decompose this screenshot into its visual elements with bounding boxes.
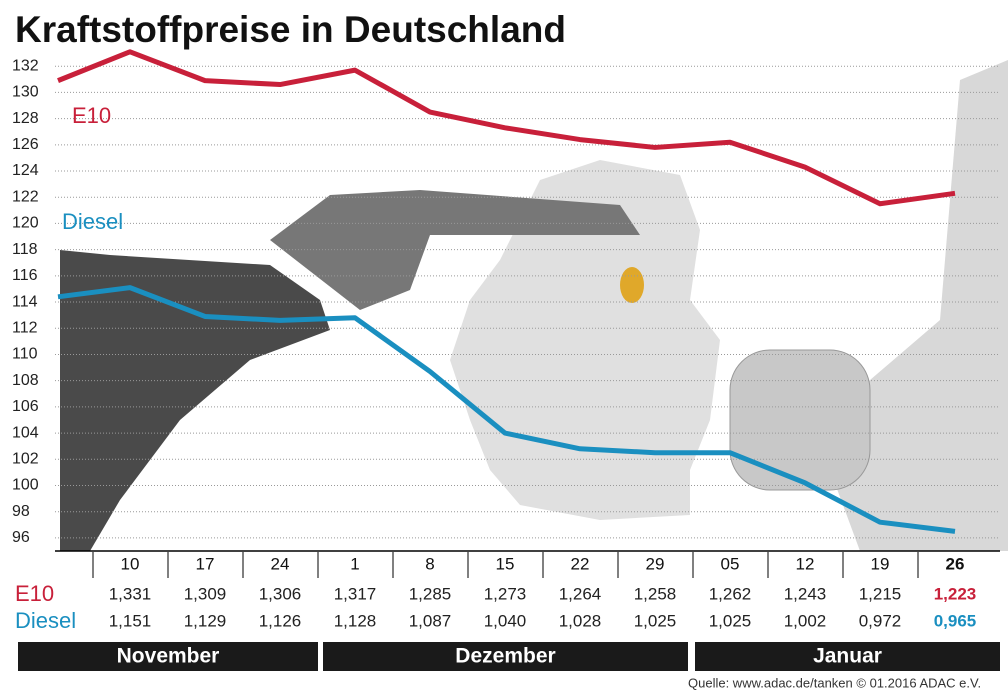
pump-nozzle xyxy=(60,250,330,551)
x-tick-label: 17 xyxy=(196,554,215,573)
fuel-drop xyxy=(620,267,644,303)
y-tick-label: 104 xyxy=(12,424,39,441)
month-label: November xyxy=(117,645,220,668)
y-tick-label: 132 xyxy=(12,57,39,74)
y-tick-label: 114 xyxy=(12,293,38,310)
value-label: 1,151 xyxy=(109,611,152,630)
row-label: E10 xyxy=(15,581,54,606)
x-tick-label: 22 xyxy=(571,554,590,573)
value-label: 1,317 xyxy=(334,584,377,603)
value-label: 1,002 xyxy=(784,611,827,630)
car-side xyxy=(830,60,1008,551)
value-label: 1,243 xyxy=(784,584,827,603)
value-label: 1,028 xyxy=(559,611,602,630)
x-tick-label: 26 xyxy=(946,554,965,573)
value-label: 1,025 xyxy=(709,611,752,630)
value-label: 1,258 xyxy=(634,584,677,603)
y-tick-label: 96 xyxy=(12,529,30,546)
fuel-cap xyxy=(729,349,871,491)
series-line xyxy=(57,285,956,534)
value-label: 1,264 xyxy=(559,584,602,603)
y-tick-label: 108 xyxy=(12,372,39,389)
x-tick-label: 10 xyxy=(121,554,140,573)
x-tick-label: 1 xyxy=(350,554,359,573)
x-tick-label: 15 xyxy=(496,554,515,573)
y-tick-label: 130 xyxy=(12,84,39,101)
value-label: 0,965 xyxy=(934,611,977,630)
y-tick-label: 128 xyxy=(12,110,39,127)
value-label: 1,331 xyxy=(109,584,152,603)
month-bar xyxy=(695,642,1000,671)
y-tick-label: 110 xyxy=(12,346,38,363)
y-tick-label: 98 xyxy=(12,503,30,520)
month-bar xyxy=(323,642,688,671)
value-label: 1,306 xyxy=(259,584,302,603)
x-tick-label: 29 xyxy=(646,554,665,573)
value-label: 1,128 xyxy=(334,611,377,630)
month-label: Dezember xyxy=(455,645,555,668)
y-tick-label: 120 xyxy=(12,215,39,232)
chart-title: Kraftstoffpreise in Deutschland xyxy=(15,9,566,50)
y-tick-label: 102 xyxy=(12,451,39,468)
month-label: Januar xyxy=(813,645,882,668)
value-label: 1,223 xyxy=(934,584,977,603)
y-tick-label: 122 xyxy=(12,188,39,205)
y-tick-label: 112 xyxy=(12,319,38,336)
value-label: 1,087 xyxy=(409,611,452,630)
x-tick-label: 12 xyxy=(796,554,815,573)
y-tick-label: 124 xyxy=(12,162,39,179)
value-label: 1,040 xyxy=(484,611,527,630)
row-label: Diesel xyxy=(15,608,76,633)
y-tick-label: 100 xyxy=(12,477,39,494)
value-label: 1,262 xyxy=(709,584,752,603)
y-tick-label: 116 xyxy=(12,267,38,284)
month-bar xyxy=(18,642,318,671)
value-label: 1,129 xyxy=(184,611,227,630)
value-label: 1,215 xyxy=(859,584,902,603)
x-tick-label: 05 xyxy=(721,554,740,573)
value-label: 1,025 xyxy=(634,611,677,630)
value-label: 1,285 xyxy=(409,584,452,603)
pump-spout xyxy=(270,190,640,310)
value-label: 1,126 xyxy=(259,611,302,630)
y-tick-label: 118 xyxy=(12,241,38,258)
y-tick-label: 126 xyxy=(12,136,39,153)
x-tick-label: 19 xyxy=(871,554,890,573)
series-label: E10 xyxy=(72,103,111,128)
series-line xyxy=(57,49,956,207)
source: Quelle: www.adac.de/tanken © 01.2016 ADA… xyxy=(688,675,981,690)
x-tick-label: 8 xyxy=(425,554,434,573)
y-tick-label: 106 xyxy=(12,398,39,415)
x-tick-label: 24 xyxy=(271,554,290,573)
value-label: 1,309 xyxy=(184,584,227,603)
value-label: 0,972 xyxy=(859,611,902,630)
series-label: Diesel xyxy=(62,209,123,234)
value-label: 1,273 xyxy=(484,584,527,603)
